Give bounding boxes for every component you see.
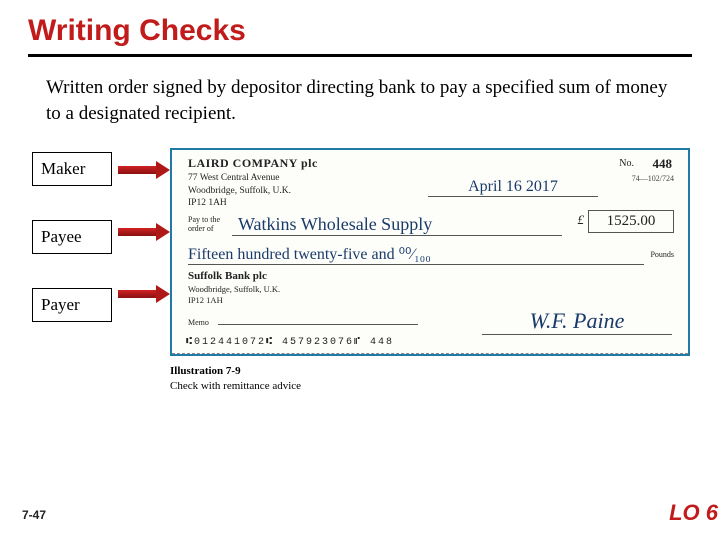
check-signature: W.F. Paine	[482, 308, 672, 335]
check-memo-line	[218, 324, 418, 325]
check-amount-numeric: 1525.00	[588, 210, 674, 233]
footer-learning-objective: LO 6	[669, 500, 720, 526]
check-number-label: No.	[619, 158, 634, 169]
check-image-region: LAIRD COMPANY plc 77 West Central Avenue…	[170, 148, 692, 356]
check-payee-name: Watkins Wholesale Supply	[232, 214, 562, 236]
label-maker: Maker	[32, 152, 112, 186]
check-amount-words: Fifteen hundred twenty-five and ⁰⁰⁄₁₀₀	[188, 244, 644, 265]
check-date: April 16 2017	[428, 178, 598, 197]
label-payer: Payer	[32, 288, 112, 322]
label-payee: Payee	[32, 220, 112, 254]
illustration-text: Check with remittance advice	[170, 380, 301, 392]
check-payto-label: Pay to the order of	[188, 216, 228, 234]
addr-line-3: IP12 1AH	[188, 198, 227, 208]
illustration-caption: Illustration 7-9 Check with remittance a…	[170, 364, 692, 393]
check-micr-line: ⑆012441072⑆ 457923076⑈ 448	[186, 336, 394, 348]
check-currency-symbol: £	[578, 212, 585, 228]
bank-addr-line-2: IP12 1AH	[188, 295, 223, 305]
check-tear-line	[172, 353, 688, 354]
check-routing-small: 74—102/724	[632, 174, 674, 183]
arrow-payee	[118, 228, 158, 236]
content-row: Maker Payee Payer LAIRD COMPANY plc 77 W…	[28, 148, 692, 358]
check-bank-name: Suffolk Bank plc	[188, 270, 267, 282]
check-company: LAIRD COMPANY plc	[188, 156, 318, 171]
slide-container: Writing Checks Written order signed by d…	[0, 0, 720, 540]
check-bank-address: Woodbridge, Suffolk, U.K. IP12 1AH	[188, 284, 280, 306]
title-underline	[28, 54, 692, 57]
slide-title: Writing Checks	[28, 14, 692, 54]
addr-line-1: 77 West Central Avenue	[188, 173, 280, 183]
arrows-column	[118, 148, 170, 358]
check-pounds-label: Pounds	[650, 250, 674, 259]
check-company-address: 77 West Central Avenue Woodbridge, Suffo…	[188, 172, 291, 209]
bank-addr-line-1: Woodbridge, Suffolk, U.K.	[188, 284, 280, 294]
labels-column: Maker Payee Payer	[32, 148, 118, 322]
arrow-payer	[118, 290, 158, 298]
check: LAIRD COMPANY plc 77 West Central Avenue…	[170, 148, 690, 356]
arrow-maker	[118, 166, 158, 174]
slide-description: Written order signed by depositor direct…	[28, 75, 692, 126]
illustration-heading: Illustration 7-9	[170, 365, 241, 377]
check-number: 448	[653, 156, 673, 172]
check-memo-label: Memo	[188, 318, 209, 327]
footer-page-number: 7-47	[22, 508, 46, 522]
addr-line-2: Woodbridge, Suffolk, U.K.	[188, 186, 291, 196]
